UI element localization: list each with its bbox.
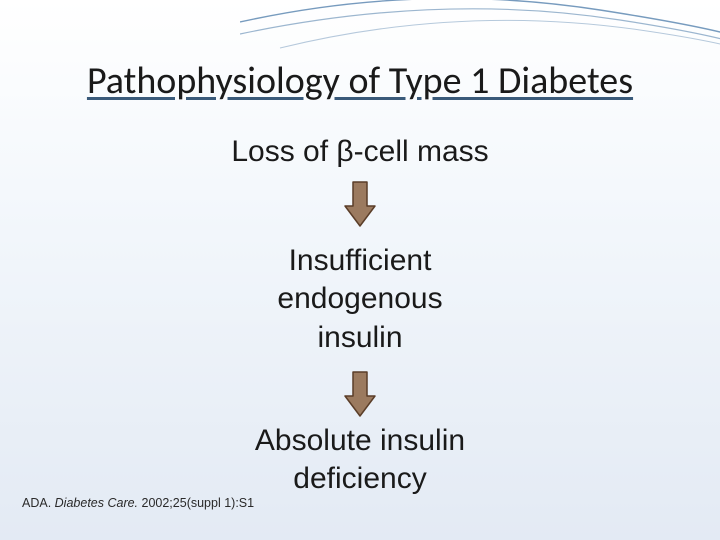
flow-step-3: Absolute insulindeficiency: [0, 422, 720, 499]
citation-prefix: ADA.: [22, 496, 55, 510]
arrow-down-icon: [343, 370, 377, 418]
citation-text: ADA. Diabetes Care. 2002;25(suppl 1):S1: [22, 496, 254, 510]
flow-step-1: Loss of β-cell mass: [0, 135, 720, 169]
citation-journal: Diabetes Care.: [55, 496, 138, 510]
flow-step-2: Insufficientendogenousinsulin: [0, 242, 720, 357]
slide-title: Pathophysiology of Type 1 Diabetes: [0, 58, 720, 104]
arrow-down-icon: [343, 180, 377, 228]
citation-suffix: 2002;25(suppl 1):S1: [138, 496, 254, 510]
